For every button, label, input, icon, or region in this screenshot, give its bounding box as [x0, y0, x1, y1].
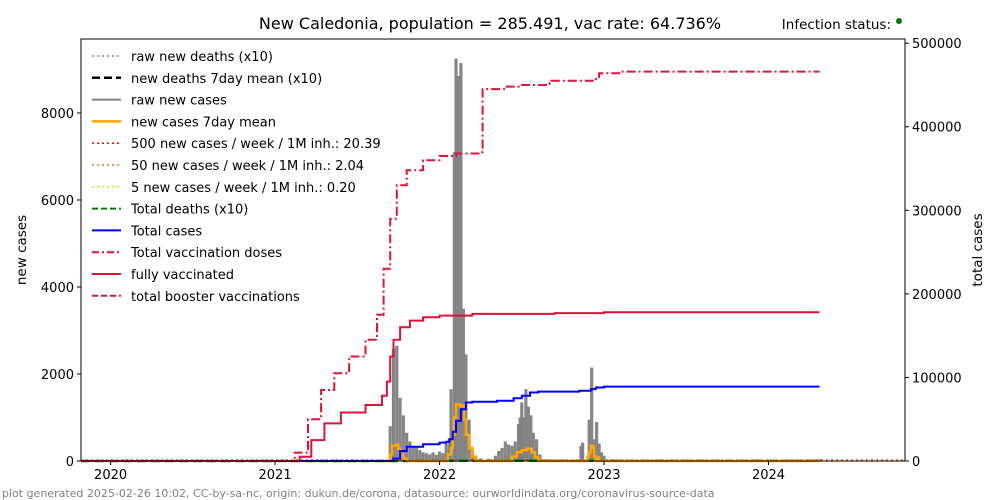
- raw-new-cases-bar: [599, 452, 604, 461]
- raw-new-cases-bar: [411, 445, 415, 461]
- legend: raw new deaths (x10) new deaths 7day mean…: [92, 50, 381, 305]
- x-tick-label: 2023: [587, 468, 620, 483]
- y-tick-label-left: 2000: [41, 368, 74, 383]
- chart-title: New Caledonia, population = 285.491, vac…: [259, 14, 721, 33]
- legend-label: Total vaccination doses: [130, 246, 282, 261]
- raw-new-cases-bar: [500, 447, 504, 461]
- legend-label: new deaths 7day mean (x10): [131, 72, 322, 87]
- raw-new-cases-bar: [401, 415, 405, 461]
- raw-new-cases-bar: [595, 421, 599, 461]
- y-axis-label-left: new cases: [14, 215, 30, 285]
- raw-new-cases-bar: [414, 447, 419, 461]
- legend-label: 5 new cases / week / 1M inh.: 0.20: [131, 181, 356, 196]
- x-tick-label: 2020: [94, 468, 127, 483]
- raw-new-cases-bar: [449, 389, 453, 461]
- total-cases-line: [81, 385, 820, 462]
- legend-label: raw new deaths (x10): [131, 50, 273, 65]
- raw-new-cases-bar: [516, 424, 521, 461]
- raw-new-cases-bar: [447, 438, 452, 461]
- raw-new-cases-bar: [538, 454, 542, 461]
- y-tick-label-right: 300000: [912, 204, 962, 219]
- legend-label: fully vaccinated: [131, 268, 234, 283]
- legend-label: 500 new cases / week / 1M inh.: 20.39: [131, 137, 381, 152]
- x-tick-label: 2021: [259, 468, 292, 483]
- raw-new-cases-bar: [434, 454, 438, 461]
- raw-new-cases-bar: [431, 452, 435, 461]
- legend-label: Total cases: [130, 224, 202, 239]
- raw-new-cases-bar: [428, 454, 432, 461]
- raw-new-cases-bar: [510, 445, 514, 461]
- raw-new-cases-bar: [388, 426, 392, 461]
- raw-new-cases-bar: [503, 441, 507, 461]
- raw-new-cases-bar: [534, 439, 539, 461]
- y-tick-label-left: 0: [66, 455, 74, 470]
- raw-new-cases-bar: [579, 445, 583, 461]
- fully-vaccinated-line: [81, 311, 820, 462]
- y-tick-label-right: 200000: [912, 288, 962, 303]
- raw-new-cases-bar: [461, 308, 465, 461]
- raw-new-cases-bar: [398, 397, 402, 461]
- raw-new-cases-bar: [587, 419, 591, 461]
- raw-new-cases-bar: [437, 451, 442, 461]
- raw-new-cases-bar: [424, 453, 428, 461]
- raw-new-cases-bar: [391, 348, 396, 461]
- legend-label: raw new cases: [131, 94, 227, 109]
- raw-new-cases-bar: [452, 152, 456, 461]
- y-tick-label-right: 0: [912, 455, 920, 470]
- legend-label: new cases 7day mean: [131, 115, 276, 130]
- raw-new-cases-bar: [441, 453, 445, 461]
- x-tick-label: 2024: [752, 468, 785, 483]
- y-tick-label-right: 100000: [912, 371, 962, 386]
- raw-new-cases-bar: [493, 455, 498, 461]
- axes: 2020 2021 2022 2023 2024 0 2000 4000 6000 8000 0 10…: [41, 37, 962, 483]
- legend-label: 50 new cases / week / 1M inh.: 2.04: [131, 159, 364, 174]
- raw-new-cases-bar: [395, 345, 399, 461]
- raw-new-cases-bar: [524, 389, 528, 461]
- plot-frame: [80, 38, 906, 462]
- raw-new-cases-bar: [456, 75, 461, 462]
- y-tick-label-left: 8000: [41, 107, 74, 122]
- raw-new-cases-bar: [507, 444, 511, 461]
- raw-new-cases-bar: [590, 367, 594, 461]
- y-tick-label-left: 4000: [41, 281, 74, 296]
- raw-new-cases-bar: [531, 432, 535, 461]
- raw-new-cases-bar: [497, 450, 501, 461]
- raw-new-cases-bar: [408, 441, 412, 461]
- infection-status-label: Infection status:: [782, 17, 891, 33]
- raw-new-cases-bar: [421, 452, 425, 461]
- raw-new-cases-bar: [521, 417, 526, 461]
- raw-new-cases-bar: [529, 415, 533, 461]
- raw-new-cases-bar: [513, 441, 517, 461]
- raw-new-cases-bar: [418, 450, 422, 461]
- legend-label: Total deaths (x10): [130, 203, 248, 218]
- footer-credit: plot generated 2025-02-26 10:02, CC-by-s…: [2, 487, 715, 500]
- x-tick-label: 2022: [423, 468, 456, 483]
- raw-new-cases-bar: [454, 58, 458, 461]
- y-tick-label-right: 400000: [912, 121, 962, 136]
- infection-status-dot: [896, 18, 902, 24]
- raw-new-cases-bar: [518, 417, 522, 461]
- y-tick-label-left: 6000: [41, 194, 74, 209]
- raw-new-cases-bar: [581, 442, 585, 461]
- raw-new-cases-bar: [597, 443, 601, 461]
- raw-new-cases-bar: [444, 443, 448, 461]
- raw-new-cases-bar: [520, 402, 524, 461]
- raw-new-cases-bar: [459, 62, 463, 462]
- raw-new-cases-bar: [526, 406, 530, 461]
- raw-new-cases-bar: [602, 455, 606, 461]
- total-vaccination-doses-line: [81, 70, 820, 462]
- y-axis-label-right: total cases: [970, 213, 986, 286]
- y-tick-label-right: 500000: [912, 37, 962, 52]
- legend-label: total booster vaccinations: [131, 290, 300, 305]
- new-cases-7day-mean-line: [382, 403, 820, 463]
